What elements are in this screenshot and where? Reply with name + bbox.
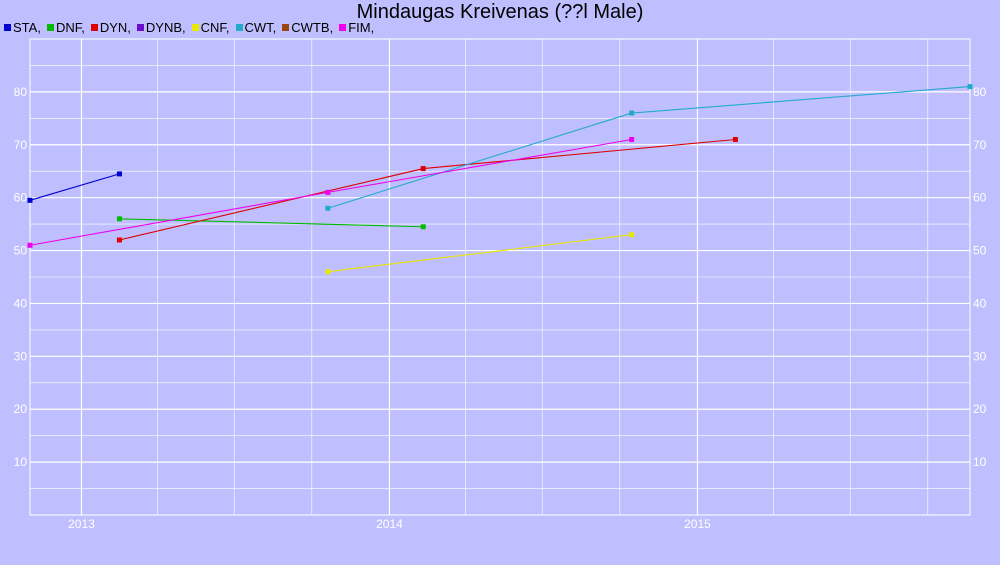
- legend-item-dnf: DNF,: [46, 19, 85, 35]
- data-point-dyn: [732, 136, 738, 142]
- legend-item-cwtb: CWTB,: [282, 20, 333, 35]
- data-point-fim: [325, 189, 331, 195]
- data-point-sta: [116, 171, 122, 177]
- legend-label: DYNB,: [145, 19, 186, 35]
- data-point-cwt: [325, 205, 331, 211]
- y-tick-label-left: 20: [14, 402, 28, 416]
- y-tick-label-left: 40: [14, 296, 28, 310]
- legend-label: CNF,: [200, 19, 230, 35]
- legend-item-fim: FIM,: [339, 20, 374, 35]
- legend-label: CWTB,: [291, 19, 334, 35]
- x-tick-label: 2014: [376, 517, 403, 531]
- chart-title: Mindaugas Kreivenas (??l Male): [356, 1, 644, 23]
- legend-label: DYN,: [99, 19, 131, 35]
- data-point-fim: [27, 242, 33, 248]
- legend-swatch: [339, 23, 347, 31]
- data-point-sta: [27, 197, 33, 203]
- legend-swatch: [46, 23, 54, 31]
- y-tick-label-left: 70: [14, 138, 28, 152]
- y-tick-label-right: 50: [973, 244, 987, 258]
- y-tick-label-right: 10: [973, 455, 987, 469]
- legend-label: FIM,: [348, 19, 375, 35]
- series-line-fim: [29, 138, 632, 246]
- data-point-cwt: [629, 110, 635, 116]
- legend-swatch: [191, 23, 199, 31]
- data-point-cnf: [629, 232, 635, 238]
- data-point-cnf: [325, 269, 331, 275]
- legend-swatch: [90, 23, 98, 31]
- legend-swatch: [282, 23, 290, 31]
- data-point-dnf: [420, 224, 426, 230]
- legend-item-cwt: CWT,: [235, 19, 277, 35]
- legend-item-sta: STA,: [4, 20, 41, 35]
- data-point-dyn: [420, 166, 426, 172]
- y-tick-label-right: 30: [973, 349, 987, 363]
- legend: STA, DNF, DYN, DYNB, CNF, CWT, CWTB, FIM,: [4, 19, 380, 35]
- legend-item-dyn: DYN,: [90, 19, 131, 35]
- y-tick-label-left: 30: [14, 349, 28, 363]
- y-tick-label-left: 80: [14, 85, 28, 99]
- series-line-dyn: [119, 138, 736, 241]
- x-tick-label: 2013: [68, 517, 95, 531]
- data-point-cwt: [967, 84, 973, 90]
- y-tick-label-right: 40: [973, 296, 987, 310]
- y-tick-label-left: 50: [14, 244, 28, 258]
- legend-swatch: [235, 23, 243, 31]
- y-tick-label-right: 80: [973, 85, 987, 99]
- series-line-cnf: [327, 234, 632, 273]
- plot-frame: [29, 38, 971, 516]
- y-tick-label-right: 70: [973, 138, 987, 152]
- legend-item-cnf: CNF,: [191, 19, 230, 35]
- legend-swatch: [4, 23, 11, 31]
- legend-label: DNF,: [55, 19, 85, 35]
- legend-item-dynb: DYNB,: [136, 19, 186, 35]
- y-tick-label-left: 10: [14, 455, 28, 469]
- legend-swatch: [136, 23, 144, 31]
- data-point-dyn: [116, 237, 122, 243]
- series-line-dnf: [119, 218, 424, 228]
- series-line-sta: [29, 173, 120, 201]
- y-tick-label-right: 20: [973, 402, 987, 416]
- data-point-fim: [629, 136, 635, 142]
- y-tick-label-left: 60: [14, 191, 28, 205]
- legend-label: STA,: [13, 19, 41, 35]
- y-tick-label-right: 60: [973, 191, 987, 205]
- data-point-dnf: [116, 216, 122, 222]
- x-tick-label: 2015: [684, 517, 711, 531]
- legend-label: CWT,: [244, 19, 277, 35]
